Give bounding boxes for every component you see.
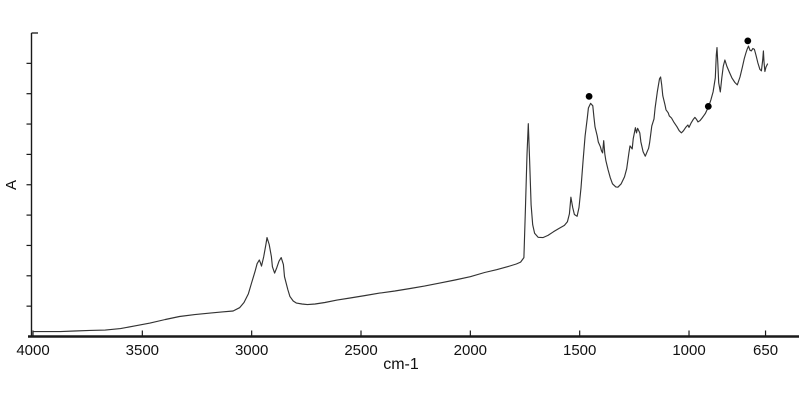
- x-tick-label: 3500: [126, 342, 159, 359]
- x-tick-label: 4000: [16, 342, 49, 359]
- x-tick-label: 2000: [454, 342, 487, 359]
- y-axis-label: A: [3, 180, 20, 191]
- x-tick-label: 650: [753, 342, 778, 359]
- spectrum-curve: [32, 45, 769, 333]
- peak-marker-dot: [744, 37, 752, 45]
- x-tick-label: 3000: [235, 342, 268, 359]
- x-tick-label: 1000: [672, 342, 705, 359]
- peak-marker-dot: [704, 103, 712, 110]
- x-axis-label: cm-1: [383, 356, 419, 373]
- peak-marker-dot: [585, 93, 593, 100]
- x-tick-label: 1500: [563, 342, 596, 359]
- x-tick-label: 2500: [344, 342, 377, 359]
